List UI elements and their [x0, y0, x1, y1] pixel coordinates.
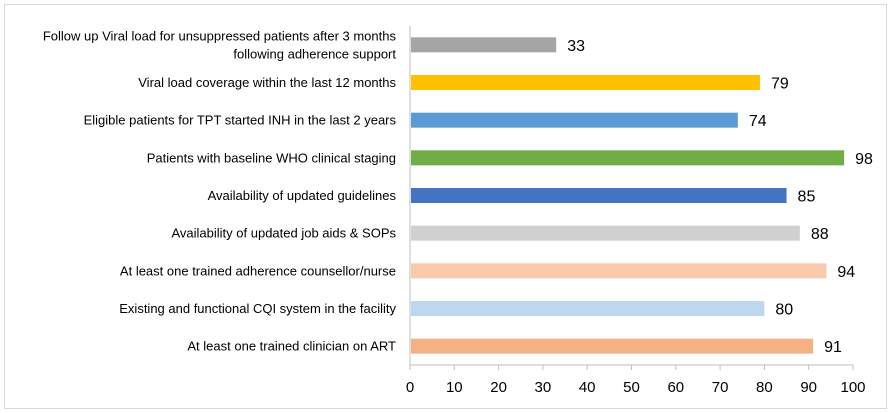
data-label: 80 — [775, 302, 793, 319]
data-label: 85 — [798, 189, 816, 206]
x-tick-label: 30 — [535, 379, 552, 396]
x-tick-label: 80 — [756, 379, 773, 396]
x-tick-label: 90 — [800, 379, 817, 396]
bar — [411, 37, 557, 53]
x-tick-label: 10 — [446, 379, 463, 396]
category-label: Availability of updated guidelines — [208, 188, 397, 203]
data-label: 33 — [567, 38, 585, 55]
x-tick-label: 100 — [840, 379, 865, 396]
x-tick-label: 40 — [579, 379, 596, 396]
bar — [411, 263, 827, 279]
category-label: Existing and functional CQI system in th… — [119, 301, 396, 316]
data-label: 98 — [855, 151, 873, 168]
data-label: 91 — [824, 339, 842, 356]
bar — [411, 112, 738, 128]
bar — [411, 338, 814, 354]
category-label: Eligible patients for TPT started INH in… — [84, 113, 397, 128]
category-label: At least one trained adherence counsello… — [120, 263, 396, 278]
category-label: Follow up Viral load for unsuppressed pa… — [43, 28, 397, 43]
category-label: Availability of updated job aids & SOPs — [171, 226, 396, 241]
bar — [411, 225, 800, 241]
x-tick-label: 50 — [623, 379, 640, 396]
bar — [411, 301, 765, 316]
data-label: 74 — [749, 113, 767, 130]
category-label: following adherence support — [233, 46, 396, 61]
x-tick-label: 20 — [490, 379, 507, 396]
data-label: 88 — [811, 226, 829, 243]
category-label: Patients with baseline WHO clinical stag… — [147, 150, 396, 165]
x-tick-label: 60 — [667, 379, 684, 396]
data-label: 79 — [771, 76, 789, 93]
x-tick-label: 70 — [712, 379, 729, 396]
category-label: Viral load coverage within the last 12 m… — [138, 75, 396, 90]
bar — [411, 150, 845, 166]
bar — [411, 75, 760, 90]
data-label: 94 — [837, 264, 855, 281]
bar — [411, 188, 787, 203]
category-label: At least one trained clinician on ART — [187, 339, 396, 354]
x-tick-label: 0 — [406, 379, 414, 396]
